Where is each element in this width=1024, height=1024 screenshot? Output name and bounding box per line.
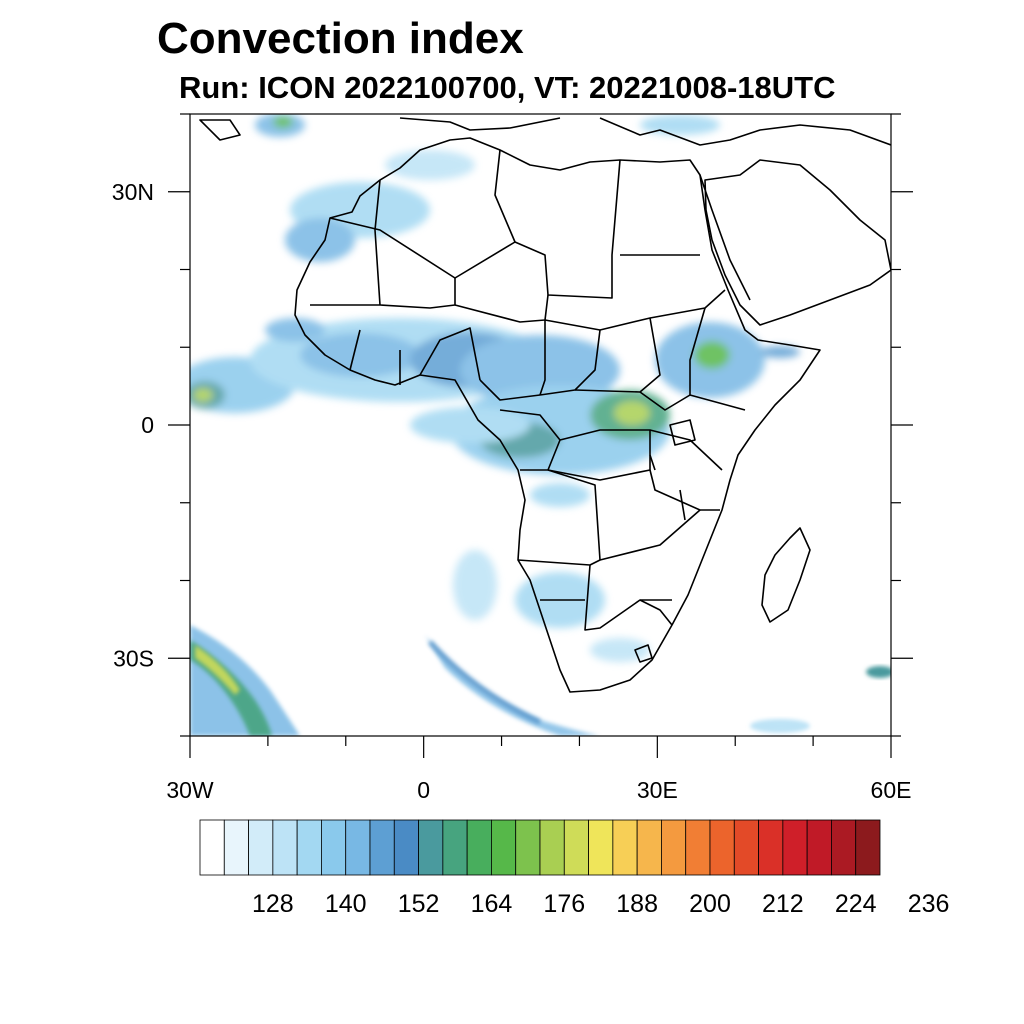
chart-title: Convection index [157, 14, 524, 63]
colorbar-label: 176 [543, 890, 585, 918]
colorbar-swatch [321, 819, 347, 876]
chart-subtitle: Run: ICON 2022100700, VT: 20221008-18UTC [179, 70, 836, 105]
colorbar-swatch [539, 819, 565, 876]
colorbar-swatch [418, 819, 444, 876]
colorbar-label: 152 [398, 890, 440, 918]
land-outlines [199, 117, 891, 693]
colorbar-label: 212 [762, 890, 804, 918]
lat-tick-label: 0 [141, 412, 154, 438]
colorbar-swatch [393, 819, 419, 876]
lat-tick-label: 30S [113, 645, 154, 671]
colorbar-swatch [758, 819, 784, 876]
colorbar-label: 164 [471, 890, 513, 918]
colorbar [199, 819, 881, 876]
colorbar-swatch [199, 819, 225, 876]
colorbar-swatch [345, 819, 371, 876]
lon-tick-label: 30W [166, 777, 214, 803]
axis-ticks [168, 113, 913, 758]
lat-tick-label: 30N [112, 179, 154, 205]
colorbar-label: 188 [616, 890, 658, 918]
colorbar-label: 128 [252, 890, 294, 918]
colorbar-label: 224 [835, 890, 877, 918]
colorbar-swatch [369, 819, 395, 876]
colorbar-swatch [806, 819, 832, 876]
colorbar-swatch [272, 819, 298, 876]
colorbar-swatch [442, 819, 468, 876]
colorbar-swatch [612, 819, 638, 876]
field-band-south-atlantic [425, 635, 600, 736]
colorbar-swatch [685, 819, 711, 876]
colorbar-swatch [733, 819, 759, 876]
lon-tick-label: 30E [637, 777, 678, 803]
colorbar-swatch [636, 819, 662, 876]
colorbar-label: 140 [325, 890, 367, 918]
lon-tick-label: 0 [417, 777, 430, 803]
colorbar-swatch [831, 819, 857, 876]
lon-tick-label: 60E [871, 777, 912, 803]
colorbar-swatch [563, 819, 589, 876]
africa-coastline [294, 137, 821, 693]
colorbar-swatch [661, 819, 687, 876]
colorbar-swatch [782, 819, 808, 876]
madagascar-coastline [761, 527, 811, 623]
colorbar-swatch [466, 819, 492, 876]
arabia-coastline [704, 159, 891, 326]
colorbar-swatch [588, 819, 614, 876]
colorbar-swatch [296, 819, 322, 876]
colorbar-labels: 128 140 152 164 176 188 200 212 224 236 [252, 890, 949, 918]
colorbar-label: 200 [689, 890, 731, 918]
colorbar-swatch [491, 819, 517, 876]
colorbar-swatch [709, 819, 735, 876]
colorbar-swatch [223, 819, 249, 876]
colorbar-swatch [515, 819, 541, 876]
colorbar-swatch [248, 819, 274, 876]
convection-field [190, 114, 891, 736]
axis-tick-labels: 30N 0 30S 30W 0 30E 60E [112, 179, 912, 803]
colorbar-swatch [855, 819, 881, 876]
colorbar-label: 236 [908, 890, 950, 918]
field-band-southwest [190, 625, 300, 736]
field-patch-atlantic-peak [193, 388, 213, 402]
